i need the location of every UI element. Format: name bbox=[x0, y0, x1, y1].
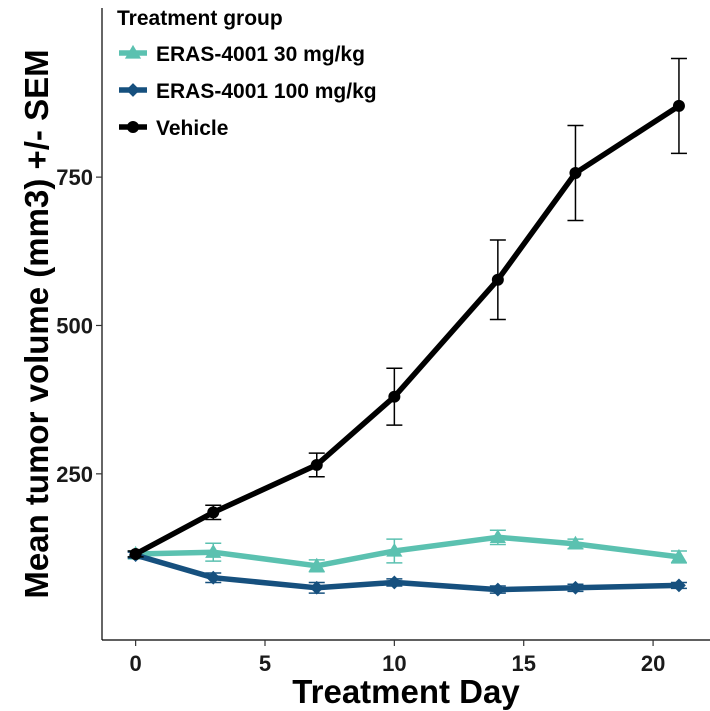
x-tick-label: 20 bbox=[641, 651, 665, 676]
legend-label: ERAS-4001 100 mg/kg bbox=[156, 80, 377, 103]
data-point bbox=[129, 547, 142, 560]
data-point bbox=[490, 582, 505, 597]
data-point bbox=[387, 575, 402, 590]
data-point bbox=[568, 580, 583, 595]
data-point bbox=[206, 570, 221, 585]
legend-label: Vehicle bbox=[156, 117, 228, 140]
x-axis-label: Treatment Day bbox=[292, 673, 520, 710]
y-tick-label: 250 bbox=[56, 462, 93, 487]
legend-label: ERAS-4001 30 mg/kg bbox=[156, 43, 365, 66]
data-point bbox=[491, 273, 504, 286]
legend-swatch-marker bbox=[124, 44, 142, 59]
data-point bbox=[207, 506, 220, 519]
data-point bbox=[672, 578, 686, 593]
x-tick-label: 0 bbox=[130, 651, 142, 676]
data-point bbox=[489, 529, 506, 544]
y-tick-label: 750 bbox=[56, 165, 93, 190]
data-point bbox=[569, 166, 582, 179]
data-point bbox=[388, 390, 401, 403]
series-line bbox=[132, 103, 682, 557]
legend-item: ERAS-4001 30 mg/kg bbox=[119, 43, 365, 66]
x-tick-label: 5 bbox=[259, 651, 271, 676]
y-axis-label: Mean tumor volume (mm3) +/- SEM bbox=[18, 49, 55, 598]
plot-area bbox=[127, 57, 688, 597]
legend-swatch-marker bbox=[127, 121, 139, 133]
data-point bbox=[567, 535, 584, 550]
data-point bbox=[309, 580, 324, 595]
data-point bbox=[308, 557, 325, 572]
legend-swatch-marker bbox=[126, 83, 140, 97]
data-point bbox=[310, 458, 323, 471]
ticks: 0 5 10 15 20 250 500 750 bbox=[56, 165, 665, 676]
series-0 bbox=[127, 529, 688, 573]
legend-item: ERAS-4001 100 mg/kg bbox=[119, 80, 377, 103]
data-point bbox=[670, 548, 688, 563]
data-point bbox=[205, 544, 222, 558]
data-point bbox=[386, 542, 403, 557]
series-2 bbox=[127, 57, 687, 560]
legend: Treatment group ERAS-4001 30 mg/kg ERAS-4… bbox=[117, 7, 377, 140]
x-tick-label: 15 bbox=[511, 651, 535, 676]
y-tick-label: 500 bbox=[56, 313, 93, 338]
axes bbox=[101, 8, 710, 641]
x-tick-label: 10 bbox=[382, 651, 406, 676]
legend-item: Vehicle bbox=[119, 117, 228, 140]
data-point bbox=[672, 99, 685, 112]
legend-title: Treatment group bbox=[117, 7, 283, 30]
